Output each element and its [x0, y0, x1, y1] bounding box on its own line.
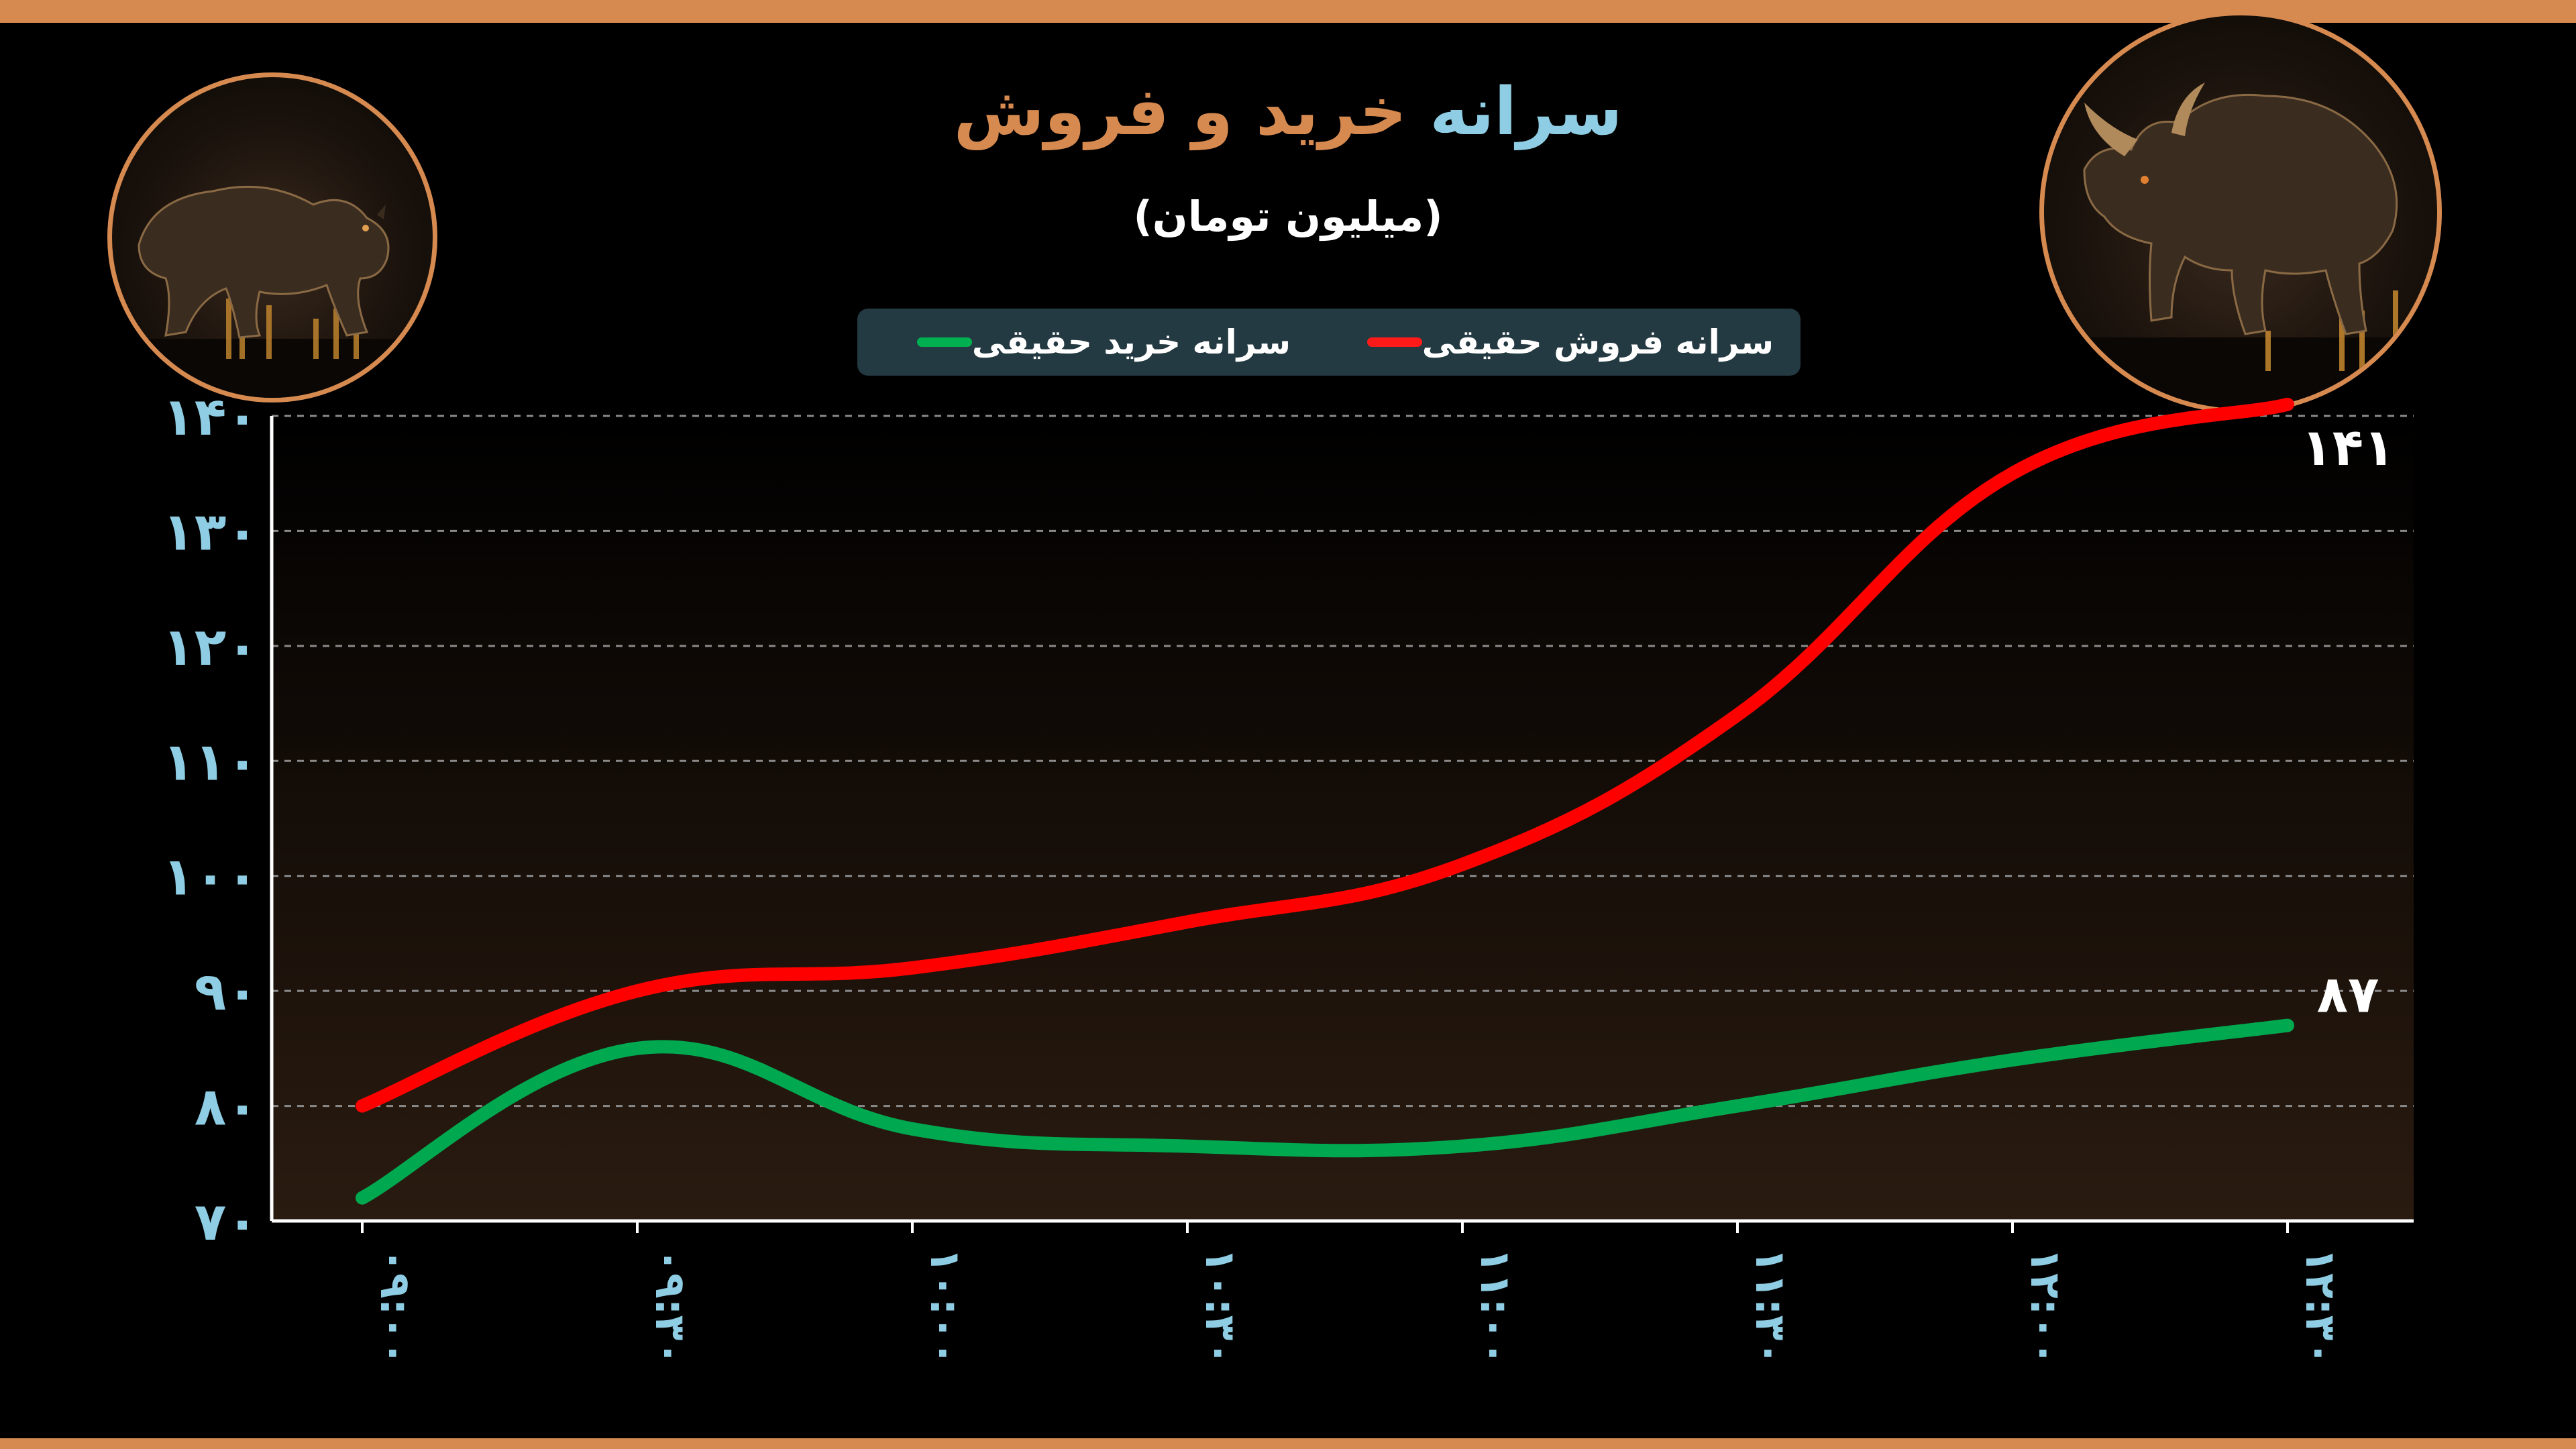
- x-tick-label: ۱۰:۰۰: [921, 1248, 970, 1366]
- y-tick-label: ۱۳۰: [162, 502, 258, 562]
- data-label: ۸۷: [2317, 965, 2379, 1024]
- legend-label-sell: سرانه فروش حقیقی: [1421, 323, 1774, 362]
- series-line-sell: [356, 397, 2294, 1113]
- x-tick-label: ۱۲:۰۰: [2021, 1248, 2070, 1366]
- top-accent-bar: [0, 0, 2576, 23]
- y-tick-label: ۱۲۰: [162, 617, 258, 678]
- chart-title-part1: سرانه: [1430, 74, 1623, 150]
- data-label: ۱۴۱: [2301, 417, 2394, 477]
- y-tick-label: ۱۴۰: [162, 387, 258, 447]
- x-tick-label: ۰۹:۳۰: [646, 1248, 695, 1366]
- y-tick-label: ۸۰: [195, 1077, 258, 1138]
- chart-subtitle: (میلیون تومان): [1133, 192, 1443, 241]
- legend-item-sell: سرانه فروش حقیقی: [1351, 309, 1774, 376]
- legend-swatch-sell: [1366, 337, 1422, 347]
- chart-title-part2: خرید و فروش: [953, 74, 1407, 150]
- x-tick-label: ۱۱:۰۰: [1471, 1248, 1520, 1366]
- series-line-buy: [356, 1018, 2294, 1205]
- legend-swatch-buy: [916, 337, 972, 347]
- y-tick-label: ۷۰: [195, 1192, 258, 1252]
- chart-title: سرانه خرید و فروش: [0, 79, 2576, 145]
- plot-area: [272, 416, 2414, 1221]
- y-tick-label: ۹۰: [195, 962, 258, 1022]
- y-tick-label: ۱۱۰: [162, 732, 258, 792]
- x-tick-label: ۱۱:۳۰: [1746, 1248, 1795, 1366]
- x-tick-label: ۱۲:۳۰: [2296, 1248, 2345, 1366]
- legend-item-buy: سرانه خرید حقیقی: [901, 309, 1291, 376]
- y-tick-label: ۱۰۰: [162, 847, 258, 908]
- x-tick-label: ۱۰:۳۰: [1196, 1248, 1245, 1366]
- bottom-accent-bar: [0, 1438, 2576, 1449]
- legend-label-buy: سرانه خرید حقیقی: [971, 323, 1291, 362]
- x-tick-label: ۰۹:۰۰: [371, 1248, 420, 1366]
- legend: سرانه فروش حقیقی سرانه خرید حقیقی: [857, 309, 1801, 376]
